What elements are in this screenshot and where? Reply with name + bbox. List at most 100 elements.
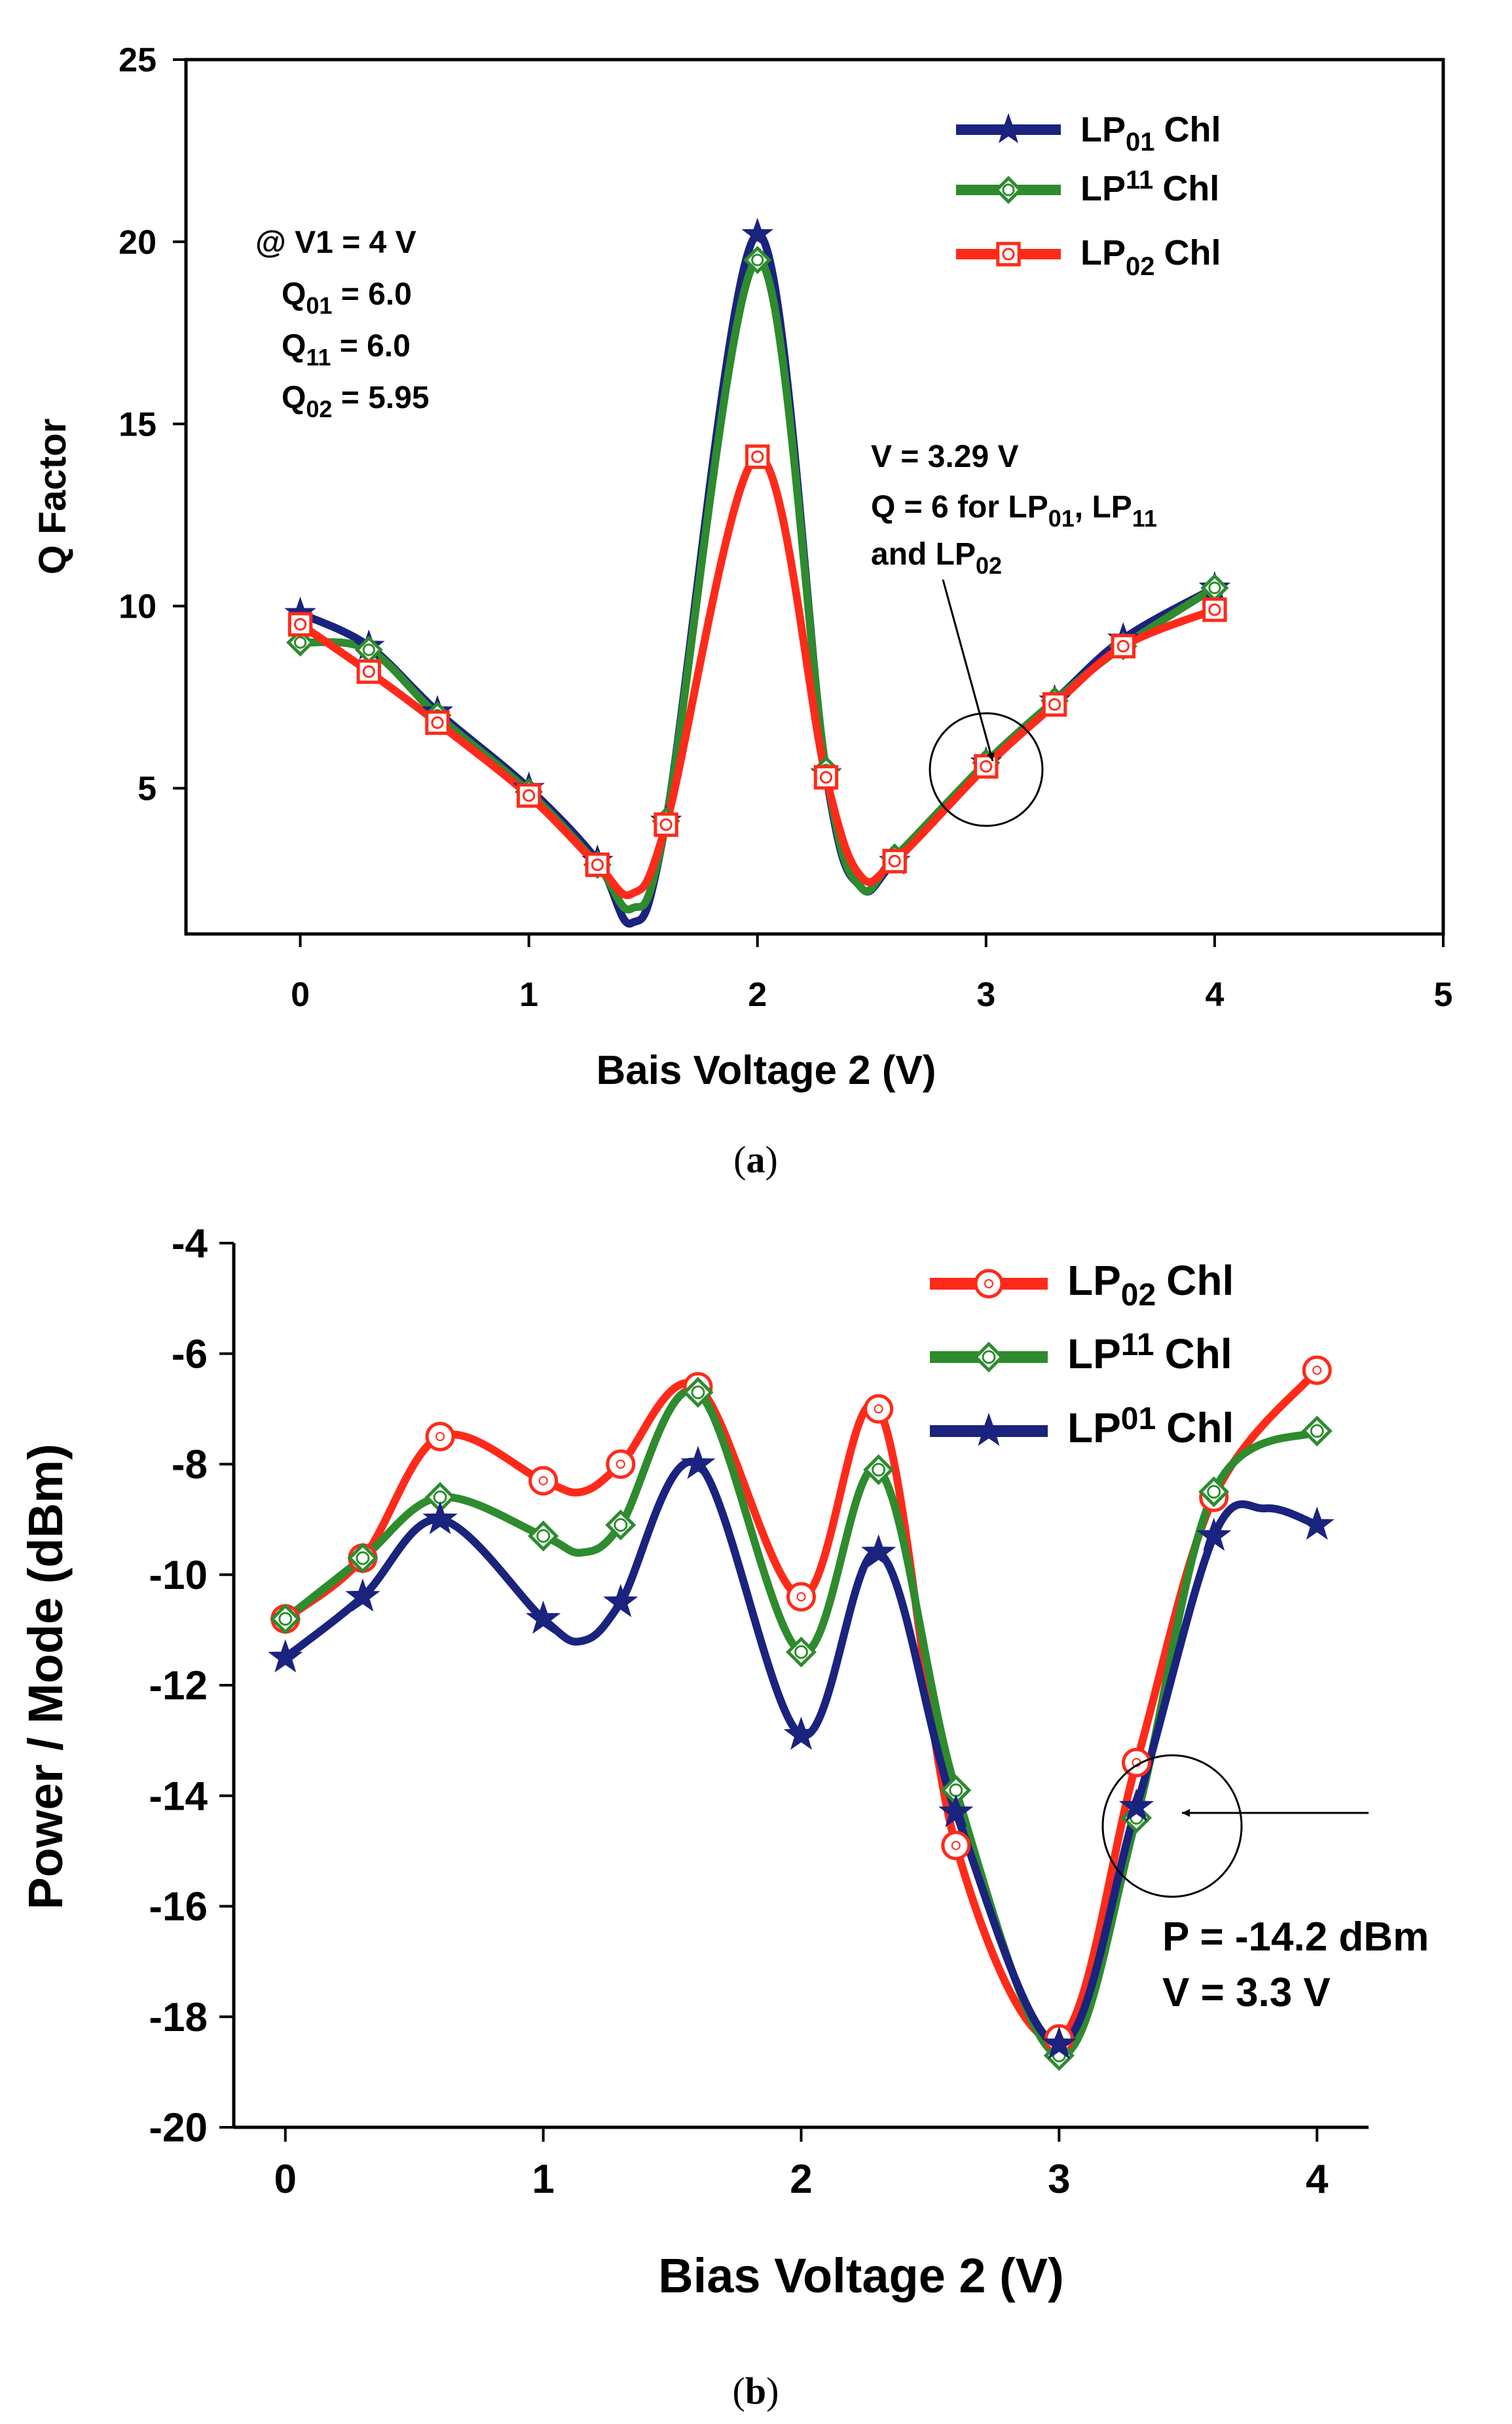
tick-labels-a: 0 1 2 3 4 5 5 10 15 20 25 — [119, 41, 1452, 1014]
a-series-11-point-0 — [286, 628, 315, 657]
b-ytick-label--16: -16 — [149, 1884, 208, 1930]
b-series-02-point-2 — [425, 1421, 455, 1451]
a-ytick-label-20: 20 — [119, 223, 157, 261]
a-series-01-markers — [284, 217, 1231, 875]
b-series-02-point-3 — [528, 1466, 559, 1496]
a-series-01-line — [296, 231, 1219, 928]
annotation-arrow-a — [942, 579, 995, 762]
b-ytick-label--4: -4 — [172, 1221, 208, 1267]
b-series-01-point-5 — [680, 1445, 716, 1480]
plot-frame-a — [184, 58, 1445, 936]
b-series-11-point-7 — [863, 1454, 894, 1485]
b-series-01-point-9 — [1041, 2026, 1077, 2060]
annotation-b: P = -14.2 dBm V = 3.3 V — [1101, 1754, 1429, 2015]
b-series-01-line — [281, 1457, 1321, 2049]
b-series-11-point-0 — [270, 1603, 301, 1635]
legend-label-lp02-a: LP02 Chl — [1080, 233, 1221, 281]
a-series-02-point-4 — [585, 852, 610, 878]
b-series-01-markers — [268, 1445, 1335, 2060]
a-xtick-label-3: 3 — [976, 976, 995, 1014]
annotation-q11-a: Q11 = 6.0 — [282, 329, 411, 371]
a-series-11-line — [296, 255, 1219, 914]
b-series-01-point-10 — [1118, 1788, 1154, 1822]
annotation-v329-a: V = 3.29 V — [871, 439, 1019, 474]
b-series-01-point-12 — [1299, 1506, 1335, 1540]
legend-marker-11-b — [973, 1341, 1005, 1373]
b-series-11-point-4 — [605, 1509, 636, 1540]
a-ytick-label-10: 10 — [119, 588, 157, 626]
a-xtick-label-1: 1 — [519, 976, 538, 1014]
b-ytick-label--20: -20 — [149, 2106, 208, 2151]
a-series-02-point-5 — [654, 812, 678, 837]
b-series-01-point-3 — [525, 1600, 561, 1634]
legend-entry-lp01-a: LP01 Chl — [956, 110, 1221, 157]
tick-labels-b: 0 1 2 3 4 -20 -18 -16 -14 -12 -10 -8 -6 -4 — [149, 1221, 1329, 2202]
a-series-02-point-8 — [882, 849, 907, 874]
b-series-02-point-7 — [864, 1394, 894, 1424]
a-series-11-point-6 — [743, 246, 772, 274]
legend-marker-01-a — [992, 113, 1025, 143]
legend-b: LP02 Chl LP11 Chl LP01 Chl — [930, 1257, 1234, 1451]
chart-panel-b: 0 1 2 3 4 -20 -18 -16 -14 -12 -10 -8 -6 -4 Bias Volta… — [18, 1221, 1429, 2412]
b-series-11-point-11 — [1198, 1476, 1230, 1508]
a-ytick-label-25: 25 — [119, 41, 157, 79]
legend-label-lp02-b: LP02 Chl — [1067, 1257, 1234, 1313]
b-ytick-label--8: -8 — [172, 1442, 208, 1487]
legend-entry-lp02-b: LP02 Chl — [930, 1257, 1234, 1313]
series-group-a — [284, 217, 1231, 928]
a-series-01-point-6 — [741, 217, 773, 248]
b-ytick-label--12: -12 — [149, 1664, 208, 1709]
b-series-01-point-8 — [938, 1794, 974, 1827]
b-series-01-point-4 — [603, 1584, 638, 1618]
b-xtick-label-0: 0 — [274, 2157, 297, 2202]
b-xtick-label-1: 1 — [532, 2157, 554, 2202]
annotation-q02-a: Q02 = 5.95 — [282, 381, 430, 422]
annotation-circle-b — [1101, 1754, 1243, 1898]
y-axis-title-a: Q Factor — [31, 419, 74, 575]
legend-marker-01-b — [971, 1412, 1006, 1446]
axis-ticks-a — [173, 58, 1445, 947]
a-xtick-label-0: 0 — [291, 976, 310, 1014]
b-series-02-point-4 — [606, 1449, 636, 1479]
annotation-q01-a: Q01 = 6.0 — [282, 277, 412, 319]
annotation-and-lp02-a: and LP02 — [871, 537, 1002, 579]
a-series-02-point-7 — [813, 765, 839, 790]
a-series-02-point-12 — [1202, 597, 1227, 622]
legend-entry-lp11-a: LP11 Chl — [956, 166, 1219, 208]
b-series-01-point-7 — [861, 1534, 896, 1568]
b-series-01-point-0 — [268, 1639, 303, 1673]
a-series-02-point-1 — [356, 659, 381, 684]
a-xtick-label-4: 4 — [1205, 976, 1224, 1014]
b-series-11-point-3 — [528, 1520, 559, 1552]
a-xtick-label-2: 2 — [748, 976, 767, 1014]
b-series-02-point-8 — [941, 1831, 971, 1861]
a-ytick-label-5: 5 — [138, 770, 157, 808]
b-ytick-label--18: -18 — [149, 1995, 208, 2040]
annotation-power-b: P = -14.2 dBm — [1162, 1914, 1429, 1960]
b-series-02-point-12 — [1302, 1355, 1332, 1385]
a-series-02-point-3 — [516, 783, 542, 808]
legend-a: LP01 Chl LP11 Chl LP02 Chl — [956, 110, 1221, 281]
legend-label-lp01-b: LP01 Chl — [1067, 1402, 1234, 1451]
x-axis-title-b: Bias Voltage 2 (V) — [658, 2248, 1064, 2303]
a-series-02-point-2 — [425, 710, 450, 736]
b-series-11-point-12 — [1301, 1415, 1333, 1447]
legend-label-lp11-a: LP11 Chl — [1080, 166, 1219, 208]
a-series-02-point-10 — [1042, 692, 1067, 717]
panel-caption-a: (a) — [733, 1138, 778, 1181]
x-axis-title-a: Bais Voltage 2 (V) — [596, 1048, 936, 1093]
a-series-02-markers — [287, 444, 1227, 878]
b-xtick-label-4: 4 — [1306, 2157, 1329, 2202]
annotation-q6-a: Q = 6 for LP01, LP11 — [871, 490, 1157, 532]
series-group-b — [268, 1355, 1335, 2071]
annotation-circle-a — [929, 712, 1044, 827]
b-series-11-point-6 — [785, 1636, 817, 1668]
a-series-02-point-0 — [287, 612, 313, 637]
b-series-11-point-1 — [347, 1542, 378, 1574]
y-axis-title-b: Power / Mode (dBm) — [18, 1444, 73, 1909]
b-series-02-point-6 — [786, 1582, 816, 1612]
b-series-01-point-6 — [783, 1716, 819, 1750]
a-series-11-markers — [286, 246, 1229, 879]
b-xtick-label-3: 3 — [1048, 2157, 1070, 2202]
